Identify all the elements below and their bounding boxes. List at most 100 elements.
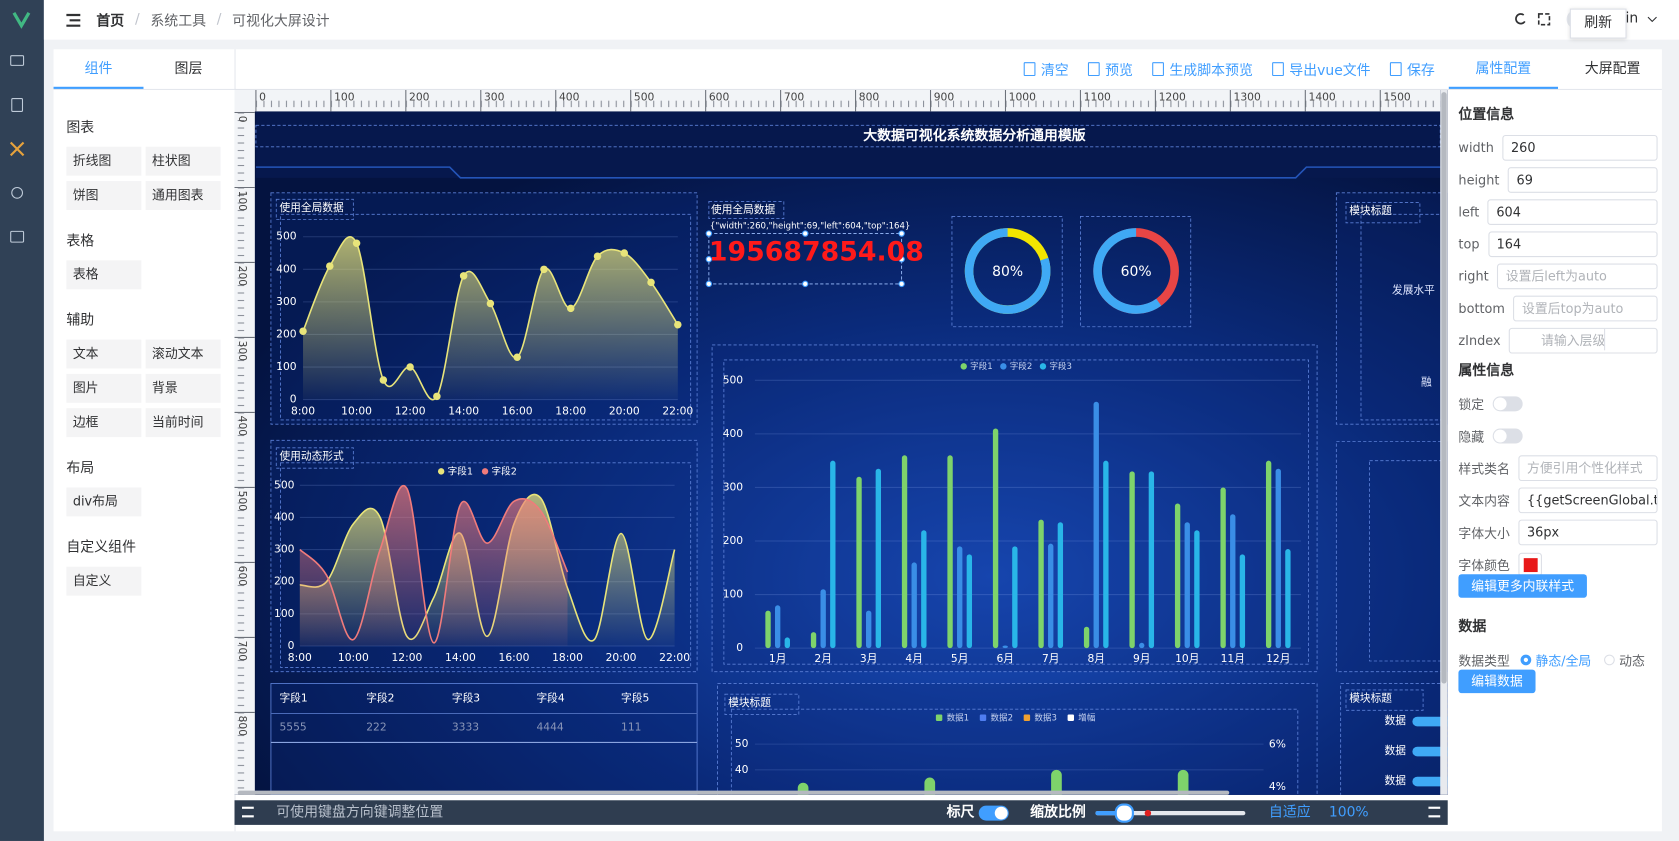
nav-icon[interactable] bbox=[11, 98, 24, 112]
input[interactable]: 36px bbox=[1518, 519, 1658, 546]
y-tick-label: 200 bbox=[723, 534, 744, 547]
zoom-stop bbox=[1144, 809, 1152, 817]
section-title: 数据 bbox=[1458, 619, 1487, 636]
legend-marker bbox=[1039, 363, 1047, 370]
toolbar: 清空 预览 生成脚本预览 导出vue文件 保存 bbox=[236, 49, 1435, 89]
nav-icon[interactable] bbox=[9, 141, 25, 157]
user-name[interactable]: in bbox=[1625, 10, 1639, 27]
ruler-label: 700 bbox=[784, 90, 805, 103]
spinner[interactable] bbox=[1604, 328, 1628, 351]
bar bbox=[1239, 554, 1246, 649]
gauge-label: 60% bbox=[1121, 264, 1152, 280]
ruler-label: 400 bbox=[236, 416, 249, 437]
input[interactable]: 方便引用个性化样式 bbox=[1518, 455, 1658, 482]
bar bbox=[856, 476, 862, 649]
bar bbox=[1177, 769, 1189, 795]
refresh-icon[interactable] bbox=[1515, 13, 1526, 25]
legend-marker bbox=[481, 468, 489, 475]
component-item[interactable]: 自定义 bbox=[66, 566, 142, 596]
switch[interactable] bbox=[1492, 396, 1523, 412]
x-tick-label: 3月 bbox=[860, 652, 878, 665]
form-row: top 164 bbox=[1458, 231, 1658, 258]
radio[interactable] bbox=[1604, 654, 1615, 666]
component-item[interactable]: 通用图表 bbox=[145, 181, 221, 210]
panel-tab[interactable]: 图层 bbox=[174, 61, 203, 78]
radio-label[interactable]: 动态 bbox=[1619, 652, 1645, 668]
button-label: 生成脚本预览 bbox=[1169, 63, 1253, 80]
breadcrumb-item[interactable]: 首页 bbox=[96, 13, 125, 30]
module-label-box bbox=[275, 198, 354, 221]
toolbar-button[interactable]: 预览 bbox=[1087, 59, 1133, 79]
nav-icon[interactable] bbox=[10, 230, 25, 243]
bar bbox=[921, 530, 927, 649]
data-point bbox=[486, 299, 495, 308]
ruler-label: 0 bbox=[236, 116, 249, 123]
input[interactable]: 69 bbox=[1507, 167, 1658, 193]
component-item[interactable]: 柱状图 bbox=[145, 146, 221, 176]
component-item[interactable]: 滚动文本 bbox=[145, 339, 221, 369]
input[interactable]: 请输入层级 bbox=[1509, 327, 1658, 354]
primary-button[interactable]: 编辑更多内联样式 bbox=[1458, 574, 1587, 598]
toolbar-button[interactable]: 保存 bbox=[1389, 59, 1435, 79]
component-item[interactable]: 图片 bbox=[66, 373, 142, 403]
bar bbox=[911, 562, 917, 649]
nav-icon[interactable] bbox=[11, 186, 24, 199]
component-item[interactable]: div布局 bbox=[66, 487, 142, 517]
panel-tab[interactable]: 组件 bbox=[53, 49, 144, 89]
input[interactable]: {{getScreenGlobal.textN bbox=[1518, 487, 1658, 514]
toolbar-button[interactable]: 导出vue文件 bbox=[1272, 59, 1371, 79]
bar bbox=[820, 589, 826, 649]
panel-tab[interactable]: 大屏配置 bbox=[1584, 61, 1641, 78]
legend-label: 数据2 bbox=[990, 711, 1013, 723]
breadcrumb-item[interactable]: 系统工具 bbox=[150, 13, 207, 30]
color-picker[interactable] bbox=[1518, 552, 1542, 577]
switch[interactable] bbox=[1492, 428, 1523, 444]
input[interactable]: 设置后top为auto bbox=[1513, 295, 1658, 322]
ruler-switch-label: 标尺 bbox=[946, 804, 975, 821]
y-tick-label: 100 bbox=[276, 360, 297, 373]
input[interactable]: 设置后left为auto bbox=[1497, 263, 1658, 290]
zoom-knob[interactable] bbox=[1114, 803, 1134, 823]
breadcrumb-separator: / bbox=[216, 11, 222, 28]
switch-knob bbox=[1493, 429, 1507, 443]
module-label: 使用动态形式 bbox=[279, 449, 344, 462]
input[interactable]: 260 bbox=[1502, 134, 1658, 161]
component-item[interactable]: 饼图 bbox=[66, 181, 142, 210]
row-label: 数据 bbox=[1385, 774, 1407, 787]
input[interactable]: 604 bbox=[1487, 199, 1658, 225]
component-item[interactable]: 当前时间 bbox=[145, 408, 221, 438]
bar bbox=[765, 610, 771, 649]
ruler-switch[interactable] bbox=[978, 805, 1009, 821]
data-point bbox=[540, 265, 548, 274]
dropdown-icon[interactable] bbox=[1647, 16, 1657, 23]
data-point bbox=[433, 392, 441, 401]
component-item[interactable]: 表格 bbox=[66, 260, 142, 290]
fullscreen-icon[interactable] bbox=[1537, 13, 1551, 26]
radio[interactable] bbox=[1520, 654, 1532, 666]
legend-label: 数据3 bbox=[1034, 711, 1057, 723]
radio-label[interactable]: 静态/全局 bbox=[1535, 652, 1592, 668]
x-tick-label: 8月 bbox=[1087, 652, 1105, 665]
toolbar-button[interactable]: 生成脚本预览 bbox=[1152, 59, 1253, 79]
hamburger[interactable] bbox=[65, 13, 82, 28]
fit-button[interactable]: 自适应 bbox=[1268, 804, 1311, 821]
primary-button[interactable]: 编辑数据 bbox=[1458, 669, 1536, 694]
component-item[interactable]: 折线图 bbox=[66, 146, 142, 176]
y-tick-label: 400 bbox=[276, 262, 297, 275]
component-item[interactable]: 文本 bbox=[66, 339, 142, 369]
ruler-label: 100 bbox=[236, 191, 249, 212]
x-tick-label: 14:00 bbox=[445, 651, 476, 664]
component-item[interactable]: 边框 bbox=[66, 408, 142, 438]
zoom-track[interactable] bbox=[1095, 810, 1246, 816]
input[interactable]: 164 bbox=[1488, 231, 1658, 258]
breadcrumb: 首页 / 系统工具 / 可视化大屏设计 bbox=[96, 0, 329, 40]
toolbar-button[interactable]: 清空 bbox=[1023, 59, 1069, 79]
list-icon[interactable] bbox=[1428, 806, 1441, 818]
component-item[interactable]: 背景 bbox=[145, 373, 221, 403]
screen-title: 大数据可视化系统数据分析通用模版 bbox=[863, 127, 1086, 144]
big-number: 195687854.08 bbox=[709, 236, 924, 267]
chart-panel bbox=[717, 683, 1318, 795]
list-icon[interactable] bbox=[242, 806, 254, 818]
nav-icon[interactable] bbox=[10, 55, 25, 66]
panel-tab[interactable]: 属性配置 bbox=[1448, 49, 1559, 89]
